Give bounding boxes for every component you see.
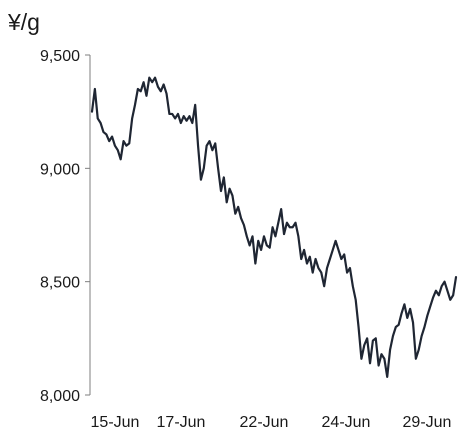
- y-unit-label: ¥/g: [7, 9, 40, 35]
- x-axis-ticks: 15-Jun 17-Jun 22-Jun 24-Jun 29-Jun: [91, 414, 452, 431]
- x-tick-label: 17-Jun: [157, 414, 206, 431]
- y-tick-label: 8,500: [40, 275, 80, 292]
- y-tick-label: 9,000: [40, 161, 80, 178]
- y-tick-label: 9,500: [40, 48, 80, 65]
- y-tick-label: 8,000: [40, 388, 80, 405]
- x-tick-label: 24-Jun: [322, 414, 371, 431]
- y-axis-ticks: 8,000 8,500 9,000 9,500: [40, 48, 90, 405]
- x-tick-label: 29-Jun: [403, 414, 452, 431]
- x-tick-label: 22-Jun: [240, 414, 289, 431]
- x-tick-label: 15-Jun: [91, 414, 140, 431]
- price-series-line: [90, 76, 458, 378]
